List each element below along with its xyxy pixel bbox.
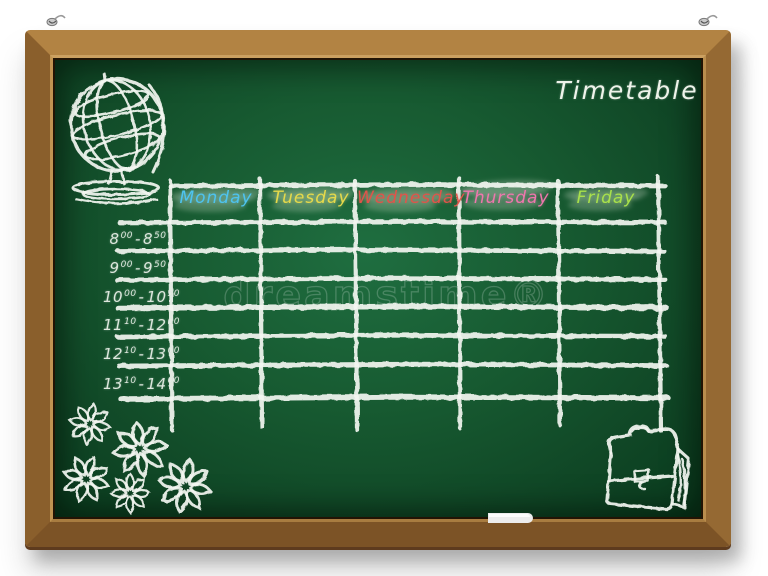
time-slot-label: 1310-1400 — [103, 375, 181, 393]
timetable-grid — [114, 174, 671, 434]
time-separator: - — [135, 230, 141, 248]
stock-watermark: dreamstime® — [223, 272, 551, 317]
time-slot-label: 1110-1200 — [103, 316, 181, 334]
pin-right-icon — [698, 14, 718, 27]
time-slot-label: 1210-1300 — [103, 345, 181, 363]
flower-icon — [110, 419, 171, 480]
chalk-stick-icon — [488, 513, 533, 523]
time-slot-label: 1000-1050 — [103, 288, 181, 306]
day-label-thursday: Thursday — [462, 188, 550, 208]
globe-icon — [69, 72, 166, 205]
time-separator: - — [138, 375, 145, 393]
day-label-tuesday: Tuesday — [272, 188, 350, 208]
flower-icon — [154, 455, 216, 517]
flower-icons — [56, 400, 216, 517]
eraser-smudges — [170, 179, 648, 212]
time-separator: - — [138, 345, 145, 363]
day-label-friday: Friday — [576, 188, 636, 208]
time-separator: - — [138, 316, 145, 334]
time-separator: - — [138, 288, 145, 306]
time-slot-label: 900-950 — [109, 259, 167, 277]
pin-left-icon — [46, 14, 66, 27]
day-label-wednesday: Wednesday — [357, 188, 466, 208]
time-slot-label: 800-850 — [109, 230, 167, 248]
flower-icon — [111, 474, 150, 513]
time-separator: - — [135, 259, 141, 277]
briefcase-icon — [605, 424, 691, 511]
day-label-monday: Monday — [179, 188, 253, 208]
flower-icon — [56, 449, 115, 508]
flower-icon — [66, 400, 114, 448]
board-title: Timetable — [555, 76, 699, 105]
